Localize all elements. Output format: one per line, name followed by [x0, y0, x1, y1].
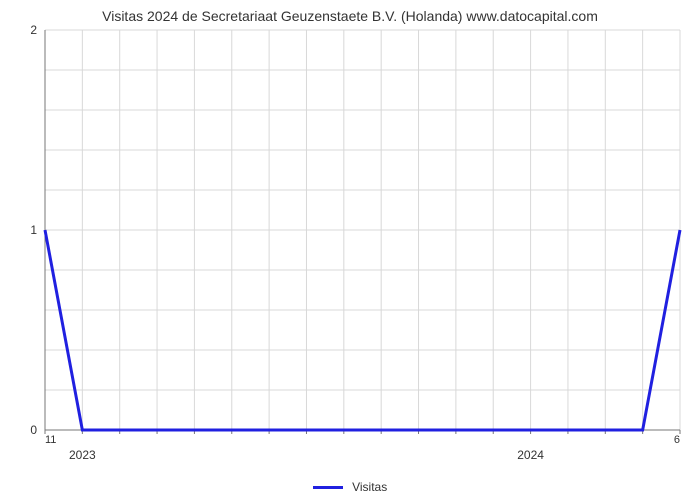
axis-group	[45, 30, 680, 434]
x-annotation: 6	[674, 434, 680, 446]
chart-svg	[45, 30, 680, 430]
x-annotation: 11	[45, 434, 56, 446]
plot-area: 012 11620232024	[45, 30, 680, 430]
y-tick-label: 2	[30, 23, 37, 37]
legend-label: Visitas	[352, 480, 387, 494]
chart-title: Visitas 2024 de Secretariaat Geuzenstaet…	[0, 8, 700, 24]
y-tick-label: 0	[30, 423, 37, 437]
y-tick-label: 1	[30, 223, 37, 237]
chart-container: Visitas 2024 de Secretariaat Geuzenstaet…	[0, 0, 700, 500]
visitas-line	[45, 230, 680, 430]
x-tick-label: 2024	[517, 448, 544, 462]
legend: Visitas	[0, 480, 700, 494]
legend-line	[313, 486, 343, 489]
series-group	[45, 230, 680, 430]
x-tick-label: 2023	[69, 448, 96, 462]
grid-group	[45, 30, 680, 430]
